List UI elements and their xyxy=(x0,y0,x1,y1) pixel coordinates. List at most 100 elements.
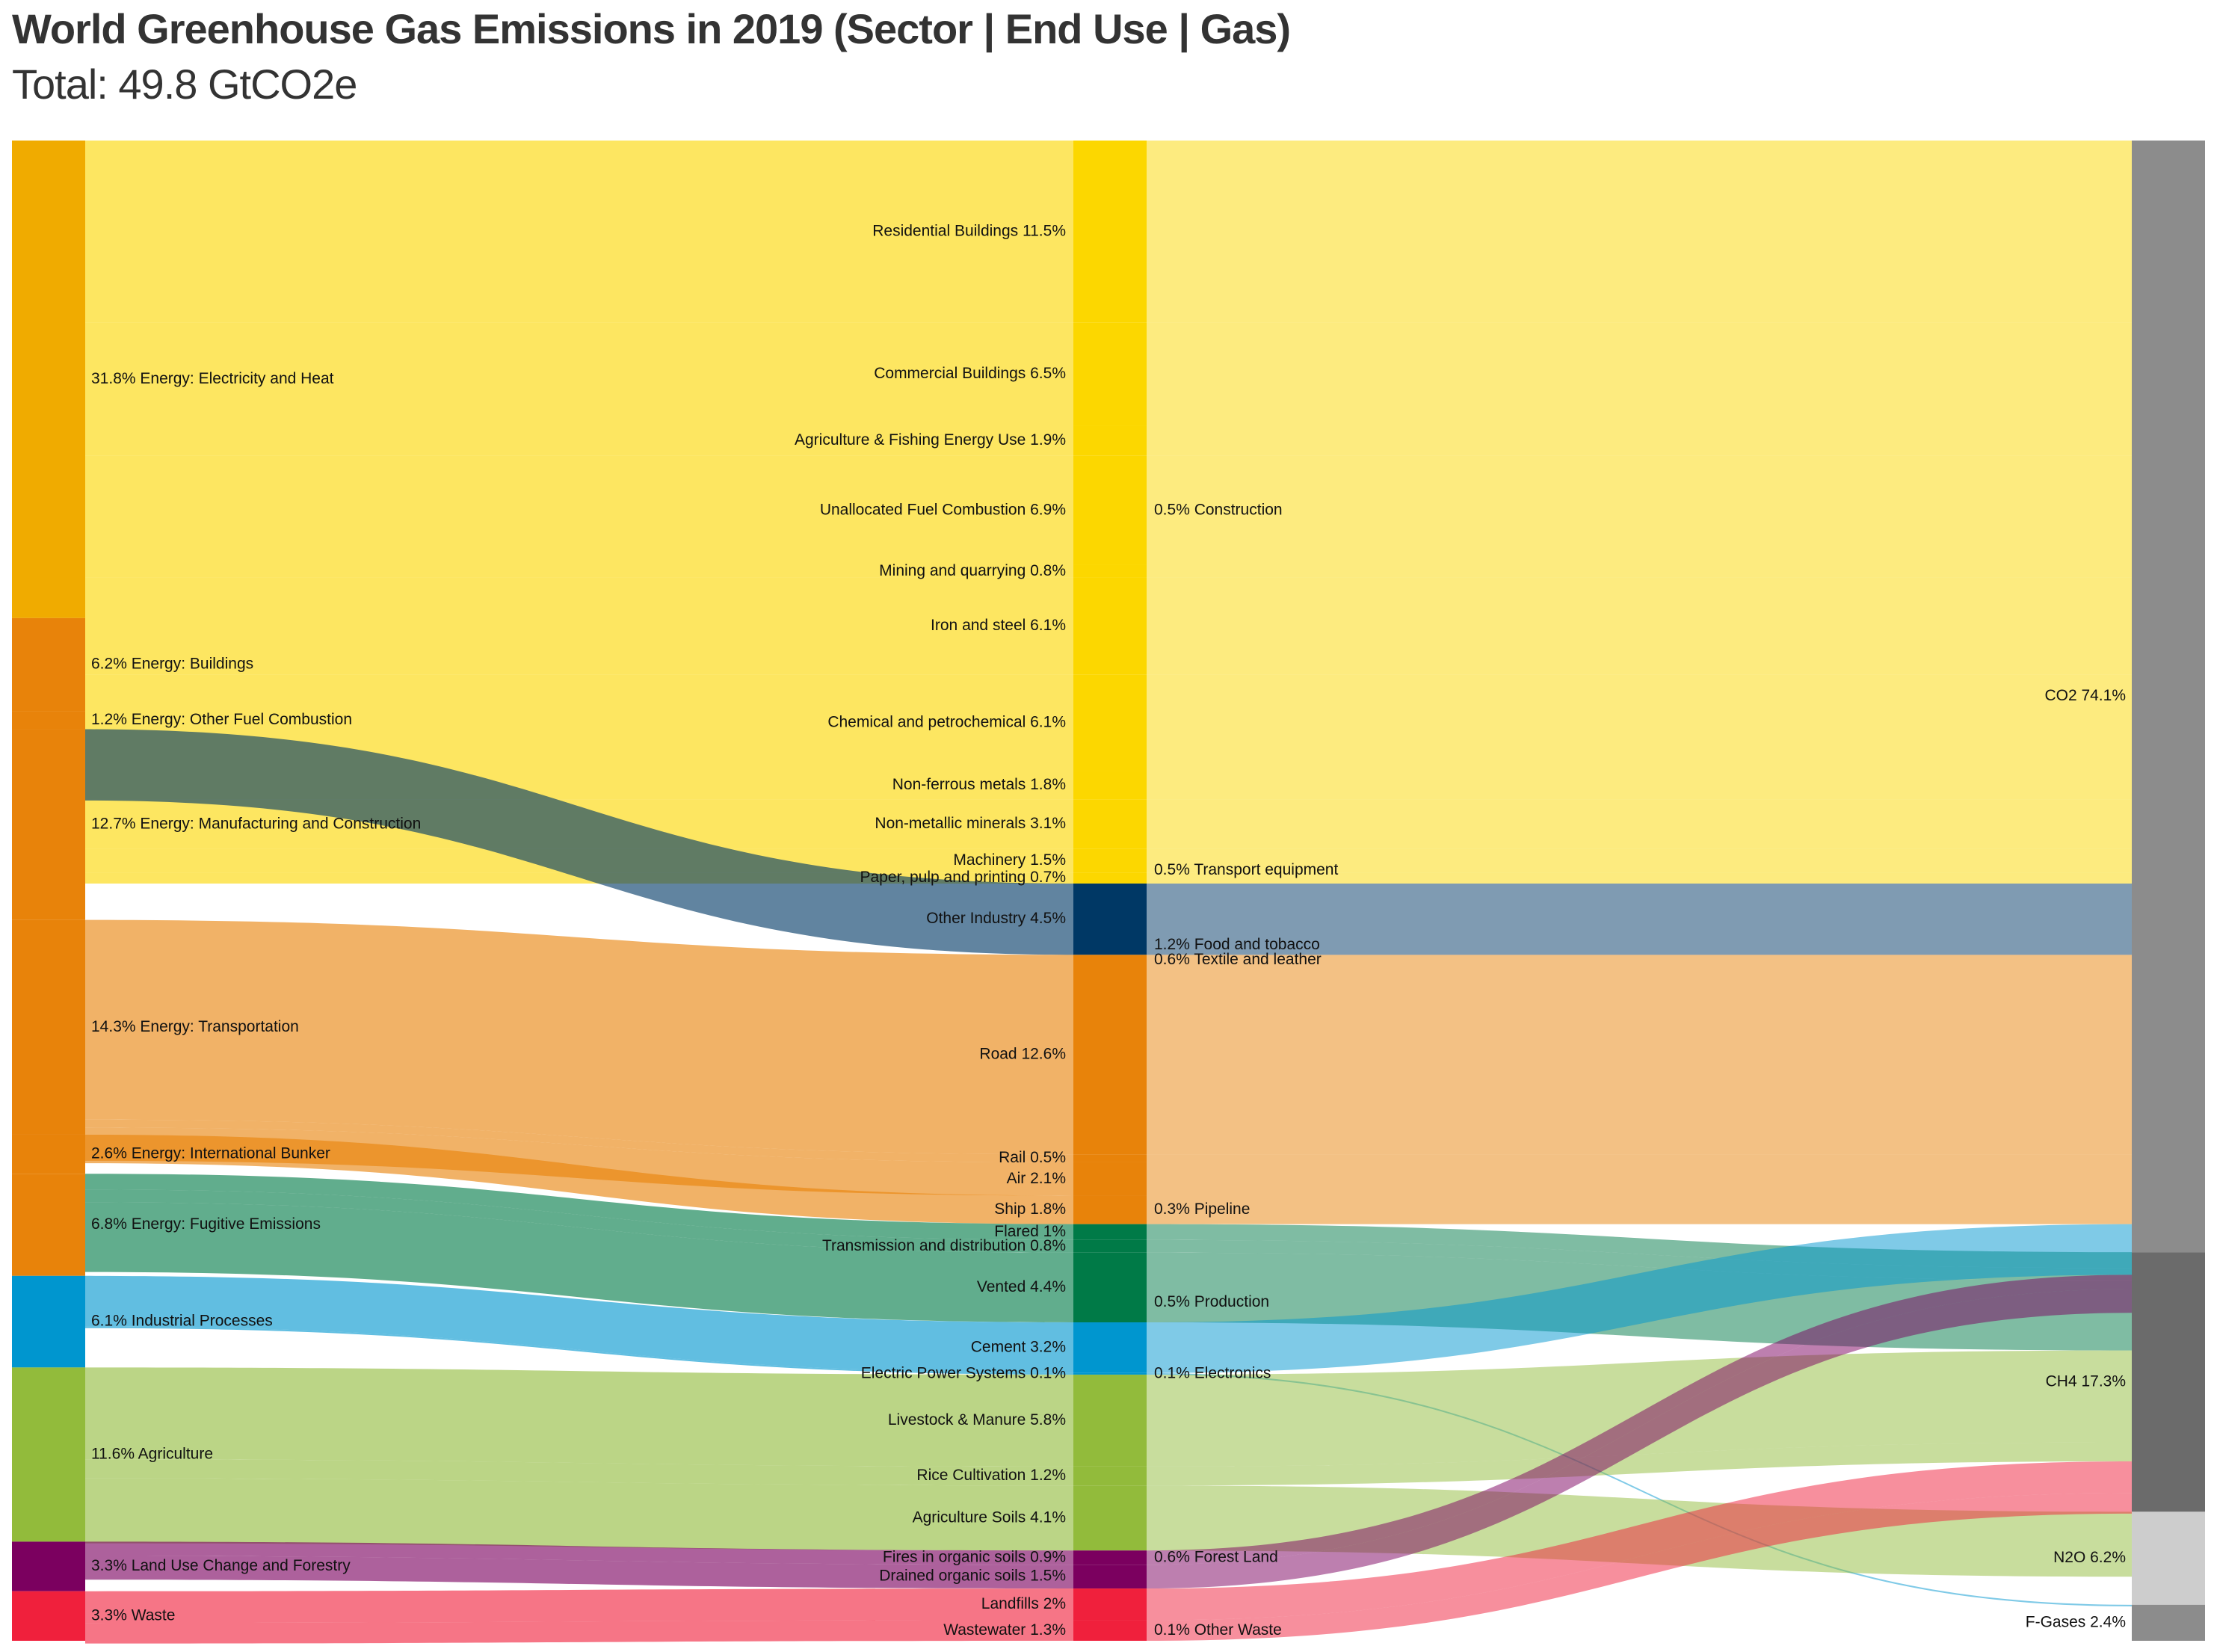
end-use-node-transmission-and-distribution-0-8 xyxy=(1073,1239,1147,1253)
gas-label-co2-74-1: CO2 74.1% xyxy=(2044,687,2126,704)
end-use-node-other-industry-4-5 xyxy=(1073,883,1147,955)
end-use-node-cement-3-2 xyxy=(1073,1322,1147,1373)
flow-right-chemical-and-petrochemical-6-1 xyxy=(1147,674,2132,771)
end-use-label-iron-and-steel-6-1: Iron and steel 6.1% xyxy=(931,617,1066,634)
flow-left-drained-organic-soils-1-5 xyxy=(85,1556,1073,1589)
end-use-label-rail-0-5: Rail 0.5% xyxy=(999,1149,1066,1166)
end-use-label-ship-1-8: Ship 1.8% xyxy=(994,1201,1066,1218)
gas-label-f-gases-2-4: F-Gases 2.4% xyxy=(2026,1613,2126,1630)
flow-right-rice-cultivation-1-2 xyxy=(1147,1442,2132,1486)
flow-left-unallocated-fuel-combustion-6-9 xyxy=(85,455,1073,565)
sector-node-6-8-energy-fugitive-emissions xyxy=(12,1174,85,1276)
end-use-node-non-ferrous-metals-1-8 xyxy=(1073,771,1147,800)
sector-node-14-3-energy-transportation xyxy=(12,919,85,1135)
flow-left-ship-1-8 xyxy=(85,1134,1073,1224)
gas-label-ch4-17-3: CH4 17.3% xyxy=(2046,1372,2126,1390)
label-layer: 31.8% Energy: Electricity and Heat 6.2% E… xyxy=(91,222,2126,1638)
flow-right-unallocated-fuel-combustion-6-9 xyxy=(1147,455,2132,565)
flow-right-landfills-2 xyxy=(1147,1461,2132,1621)
flow-left-fires-in-organic-soils-0-9 xyxy=(85,1541,1073,1565)
end-use-label-paper-pulp-and-printing-0-7: Paper, pulp and printing 0.7% xyxy=(860,869,1066,886)
flow-left-transmission-and-distribution-0-8 xyxy=(85,1189,1073,1253)
end-use-node-agriculture-soils-4-1 xyxy=(1073,1485,1147,1551)
flow-right-air-2-1 xyxy=(1147,1162,2132,1196)
end-use-label-machinery-1-5: Machinery 1.5% xyxy=(953,851,1066,869)
flow-right-wastewater-1-3 xyxy=(1147,1493,2132,1641)
end-use-label-wastewater-1-3: Wastewater 1.3% xyxy=(943,1621,1066,1639)
flow-right-iron-and-steel-6-1 xyxy=(1147,577,2132,675)
end-use-label-chemical-and-petrochemical-6-1: Chemical and petrochemical 6.1% xyxy=(827,713,1066,730)
flow-left-vented-4-4 xyxy=(85,1202,1073,1323)
flow-left-rice-cultivation-1-2 xyxy=(85,1459,1073,1486)
sector-node-3-3-land-use-change-and-forestry xyxy=(12,1541,85,1591)
sector-node-12-7-energy-manufacturing-and-construction xyxy=(12,729,85,920)
sector-label-14-3-energy-transportation: 14.3% Energy: Transportation xyxy=(91,1018,299,1035)
middle-label-0-3-pipeline: 0.3% Pipeline xyxy=(1154,1201,1250,1218)
end-use-node-air-2-1 xyxy=(1073,1162,1147,1196)
flow-right-commercial-buildings-6-5 xyxy=(1147,322,2132,426)
end-use-node-commercial-buildings-6-5 xyxy=(1073,322,1147,426)
flow-left-livestock-manure-5-8 xyxy=(85,1367,1073,1467)
end-use-label-cement-3-2: Cement 3.2% xyxy=(971,1338,1066,1355)
end-use-label-transmission-and-distribution-0-8: Transmission and distribution 0.8% xyxy=(822,1237,1066,1254)
flow-right-drained-organic-soils-1-5 xyxy=(1147,1289,2132,1589)
middle-label-0-6-textile-and-leather: 0.6% Textile and leather xyxy=(1154,951,1322,968)
end-use-node-landfills-2 xyxy=(1073,1588,1147,1621)
sector-label-3-3-waste: 3.3% Waste xyxy=(91,1606,175,1624)
end-use-node-road-12-6 xyxy=(1073,955,1147,1155)
end-use-label-drained-organic-soils-1-5: Drained organic soils 1.5% xyxy=(879,1568,1066,1585)
flow-right-other-industry-4-5 xyxy=(1147,883,2132,955)
end-use-node-fires-in-organic-soils-0-9 xyxy=(1073,1550,1147,1565)
sector-label-2-6-energy-international-bunker: 2.6% Energy: International Bunker xyxy=(91,1145,330,1162)
end-use-node-chemical-and-petrochemical-6-1 xyxy=(1073,674,1147,771)
end-use-node-agriculture-fishing-energy-use-1-9 xyxy=(1073,425,1147,456)
end-use-label-electric-power-systems-0-1: Electric Power Systems 0.1% xyxy=(861,1364,1066,1381)
middle-label-0-5-production: 0.5% Production xyxy=(1154,1293,1269,1310)
chart-subtitle: Total: 49.8 GtCO2e xyxy=(12,61,357,108)
end-use-label-non-metallic-minerals-3-1: Non-metallic minerals 3.1% xyxy=(875,815,1066,832)
end-use-node-rail-0-5 xyxy=(1073,1154,1147,1162)
end-use-node-unallocated-fuel-combustion-6-9 xyxy=(1073,455,1147,565)
end-use-node-machinery-1-5 xyxy=(1073,848,1147,873)
flow-right-paper-pulp-and-printing-0-7 xyxy=(1147,872,2132,884)
flow-left-electric-power-systems-0-1 xyxy=(85,1326,1073,1375)
end-use-label-agriculture-fishing-energy-use-1-9: Agriculture & Fishing Energy Use 1.9% xyxy=(795,431,1066,449)
end-use-node-livestock-manure-5-8 xyxy=(1073,1374,1147,1467)
flow-right-residential-buildings-11-5 xyxy=(1147,141,2132,323)
flow-left-landfills-2 xyxy=(85,1588,1073,1624)
middle-label-0-6-forest-land: 0.6% Forest Land xyxy=(1154,1548,1278,1565)
end-use-node-vented-4-4 xyxy=(1073,1252,1147,1323)
middle-label-0-5-transport-equipment: 0.5% Transport equipment xyxy=(1154,861,1338,878)
gas-label-n2o-6-2: N2O 6.2% xyxy=(2053,1549,2126,1566)
gas-node-f-gases-2-4 xyxy=(2132,1604,2205,1641)
end-use-node-residential-buildings-11-5 xyxy=(1073,141,1147,323)
end-use-label-residential-buildings-11-5: Residential Buildings 11.5% xyxy=(872,222,1066,239)
flow-right-machinery-1-5 xyxy=(1147,848,2132,873)
end-use-label-mining-and-quarrying-0-8: Mining and quarrying 0.8% xyxy=(879,562,1066,579)
flow-left-wastewater-1-3 xyxy=(85,1620,1073,1644)
sector-node-3-3-waste xyxy=(12,1591,85,1641)
end-use-node-drained-organic-soils-1-5 xyxy=(1073,1565,1147,1589)
end-use-label-air-2-1: Air 2.1% xyxy=(1007,1170,1066,1187)
flow-right-mining-and-quarrying-0-8 xyxy=(1147,564,2132,578)
sector-node-1-2-energy-other-fuel-combustion xyxy=(12,711,85,730)
flow-left-cement-3-2 xyxy=(85,1275,1073,1373)
middle-label-0-5-construction: 0.5% Construction xyxy=(1154,501,1283,518)
end-use-label-agriculture-soils-4-1: Agriculture Soils 4.1% xyxy=(913,1508,1066,1526)
sector-label-1-2-energy-other-fuel-combustion: 1.2% Energy: Other Fuel Combustion xyxy=(91,711,352,728)
sector-label-31-8-energy-electricity-and-heat: 31.8% Energy: Electricity and Heat xyxy=(91,370,334,387)
flow-left-flared-1 xyxy=(85,1174,1073,1240)
node-layer xyxy=(12,141,2205,1641)
end-use-label-commercial-buildings-6-5: Commercial Buildings 6.5% xyxy=(874,365,1066,382)
flow-right-road-12-6 xyxy=(1147,955,2132,1155)
flow-left-agriculture-fishing-energy-use-1-9 xyxy=(85,425,1073,456)
end-use-node-non-metallic-minerals-3-1 xyxy=(1073,799,1147,849)
sector-node-6-1-industrial-processes xyxy=(12,1275,85,1368)
flow-right-cement-3-2 xyxy=(1147,1224,2132,1373)
end-use-label-unallocated-fuel-combustion-6-9: Unallocated Fuel Combustion 6.9% xyxy=(820,501,1066,518)
gas-node-co2-74-1 xyxy=(2132,141,2205,1253)
right-flow-layer xyxy=(1147,141,2132,1641)
sector-label-6-8-energy-fugitive-emissions: 6.8% Energy: Fugitive Emissions xyxy=(91,1215,321,1233)
end-use-label-non-ferrous-metals-1-8: Non-ferrous metals 1.8% xyxy=(892,776,1066,793)
